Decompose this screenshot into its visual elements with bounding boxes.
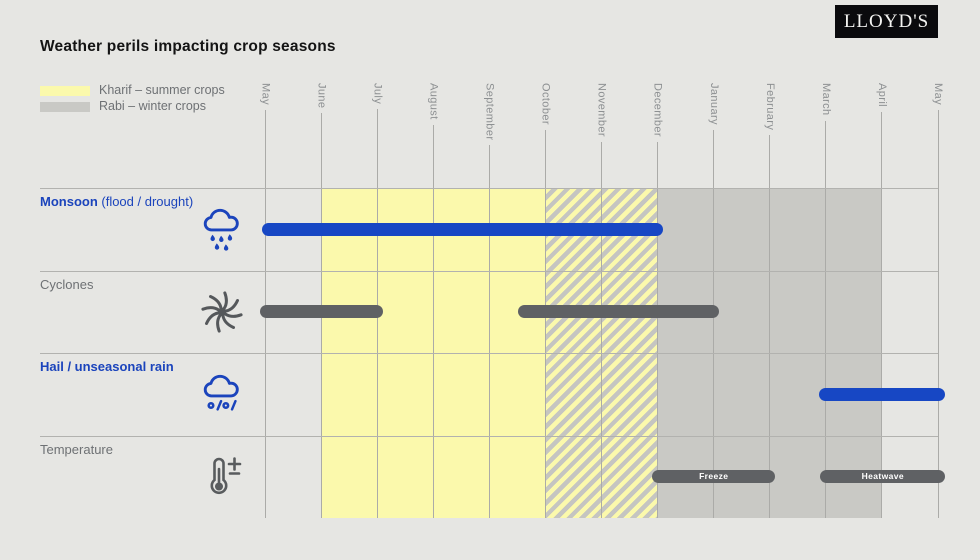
month-tick (713, 129, 715, 518)
cyclone-icon-slot (198, 288, 246, 336)
row-label-temperature: Temperature (40, 442, 113, 457)
rain-cloud-icon (203, 209, 239, 251)
month-column: July (368, 83, 386, 518)
month-column: February (761, 83, 779, 518)
cyclone-icon (201, 291, 243, 333)
row-label-cyclones: Cyclones (40, 277, 93, 292)
row-label-secondary: (flood / drought) (97, 194, 194, 209)
month-tick (545, 129, 547, 518)
timeline-bar-heatwave: Heatwave (820, 470, 946, 484)
month-column: March (817, 83, 835, 518)
legend: Kharif – summer crops Rabi – winter crops (40, 83, 225, 113)
bar-label: Freeze (699, 471, 729, 482)
timeline-bar-hail-unseasonal-rain (819, 387, 946, 401)
month-tick (937, 109, 939, 518)
row-label-text: Temperature (40, 441, 113, 457)
month-tick (769, 135, 771, 518)
month-column: October (537, 83, 555, 518)
month-column: April (873, 83, 891, 518)
month-column: August (424, 83, 442, 518)
lloyds-logo-text: LLOYD'S (843, 10, 930, 32)
legend-label: Kharif – summer crops (99, 83, 225, 97)
row-gridline (40, 270, 938, 272)
month-label: July (371, 83, 384, 105)
legend-item: Kharif – summer crops (40, 83, 225, 97)
thermometer-icon (210, 456, 242, 494)
month-column: December (649, 83, 667, 518)
month-label: September (483, 83, 496, 141)
month-label: January (707, 83, 720, 125)
month-tick (601, 141, 603, 518)
timeline-bar-monsoon (262, 222, 664, 236)
row-label-text: Cyclones (40, 276, 94, 292)
lloyds-logo: LLOYD'S (835, 5, 938, 38)
month-label: March (819, 83, 832, 116)
month-column: May (256, 83, 274, 518)
rain-cloud-icon-slot (198, 205, 246, 253)
month-label: May (932, 83, 945, 105)
month-tick (432, 124, 434, 518)
month-tick (825, 120, 827, 518)
timeline-bar-cyclones (517, 305, 720, 319)
month-label: December (651, 83, 664, 137)
month-label: May (259, 83, 272, 105)
row-gridline (40, 188, 938, 189)
legend-item: Rabi – winter crops (40, 99, 225, 113)
row-gridline (40, 353, 938, 354)
month-label: February (763, 83, 776, 131)
month-column: November (593, 83, 611, 518)
month-label: April (875, 83, 888, 108)
month-column: June (312, 83, 330, 518)
month-tick (881, 112, 883, 518)
month-tick (657, 141, 659, 518)
row-label-hail-unseasonal-rain: Hail / unseasonal rain (40, 359, 174, 374)
month-column: May (929, 83, 947, 518)
month-column: September (481, 83, 499, 518)
month-tick (489, 145, 491, 518)
legend-swatch (40, 101, 90, 112)
thermometer-icon-slot (198, 453, 246, 501)
bar-label: Heatwave (861, 471, 904, 482)
legend-swatch (40, 85, 90, 96)
row-label-text: Hail / unseasonal rain (40, 359, 174, 374)
month-column: January (705, 83, 723, 518)
month-label: October (539, 83, 552, 125)
month-label: November (595, 83, 608, 137)
hail-cloud-icon-slot (198, 370, 246, 418)
month-label: August (427, 83, 440, 120)
row-label-text: Monsoon (40, 194, 98, 209)
hail-cloud-icon (203, 375, 239, 411)
page-title: Weather perils impacting crop seasons (40, 38, 336, 55)
row-label-monsoon: Monsoon (flood / drought) (40, 194, 193, 209)
timeline-bar-cyclones (260, 305, 384, 319)
row-gridline (40, 435, 938, 437)
month-label: June (315, 83, 328, 109)
legend-label: Rabi – winter crops (99, 99, 206, 113)
timeline-bar-freeze: Freeze (652, 470, 776, 484)
